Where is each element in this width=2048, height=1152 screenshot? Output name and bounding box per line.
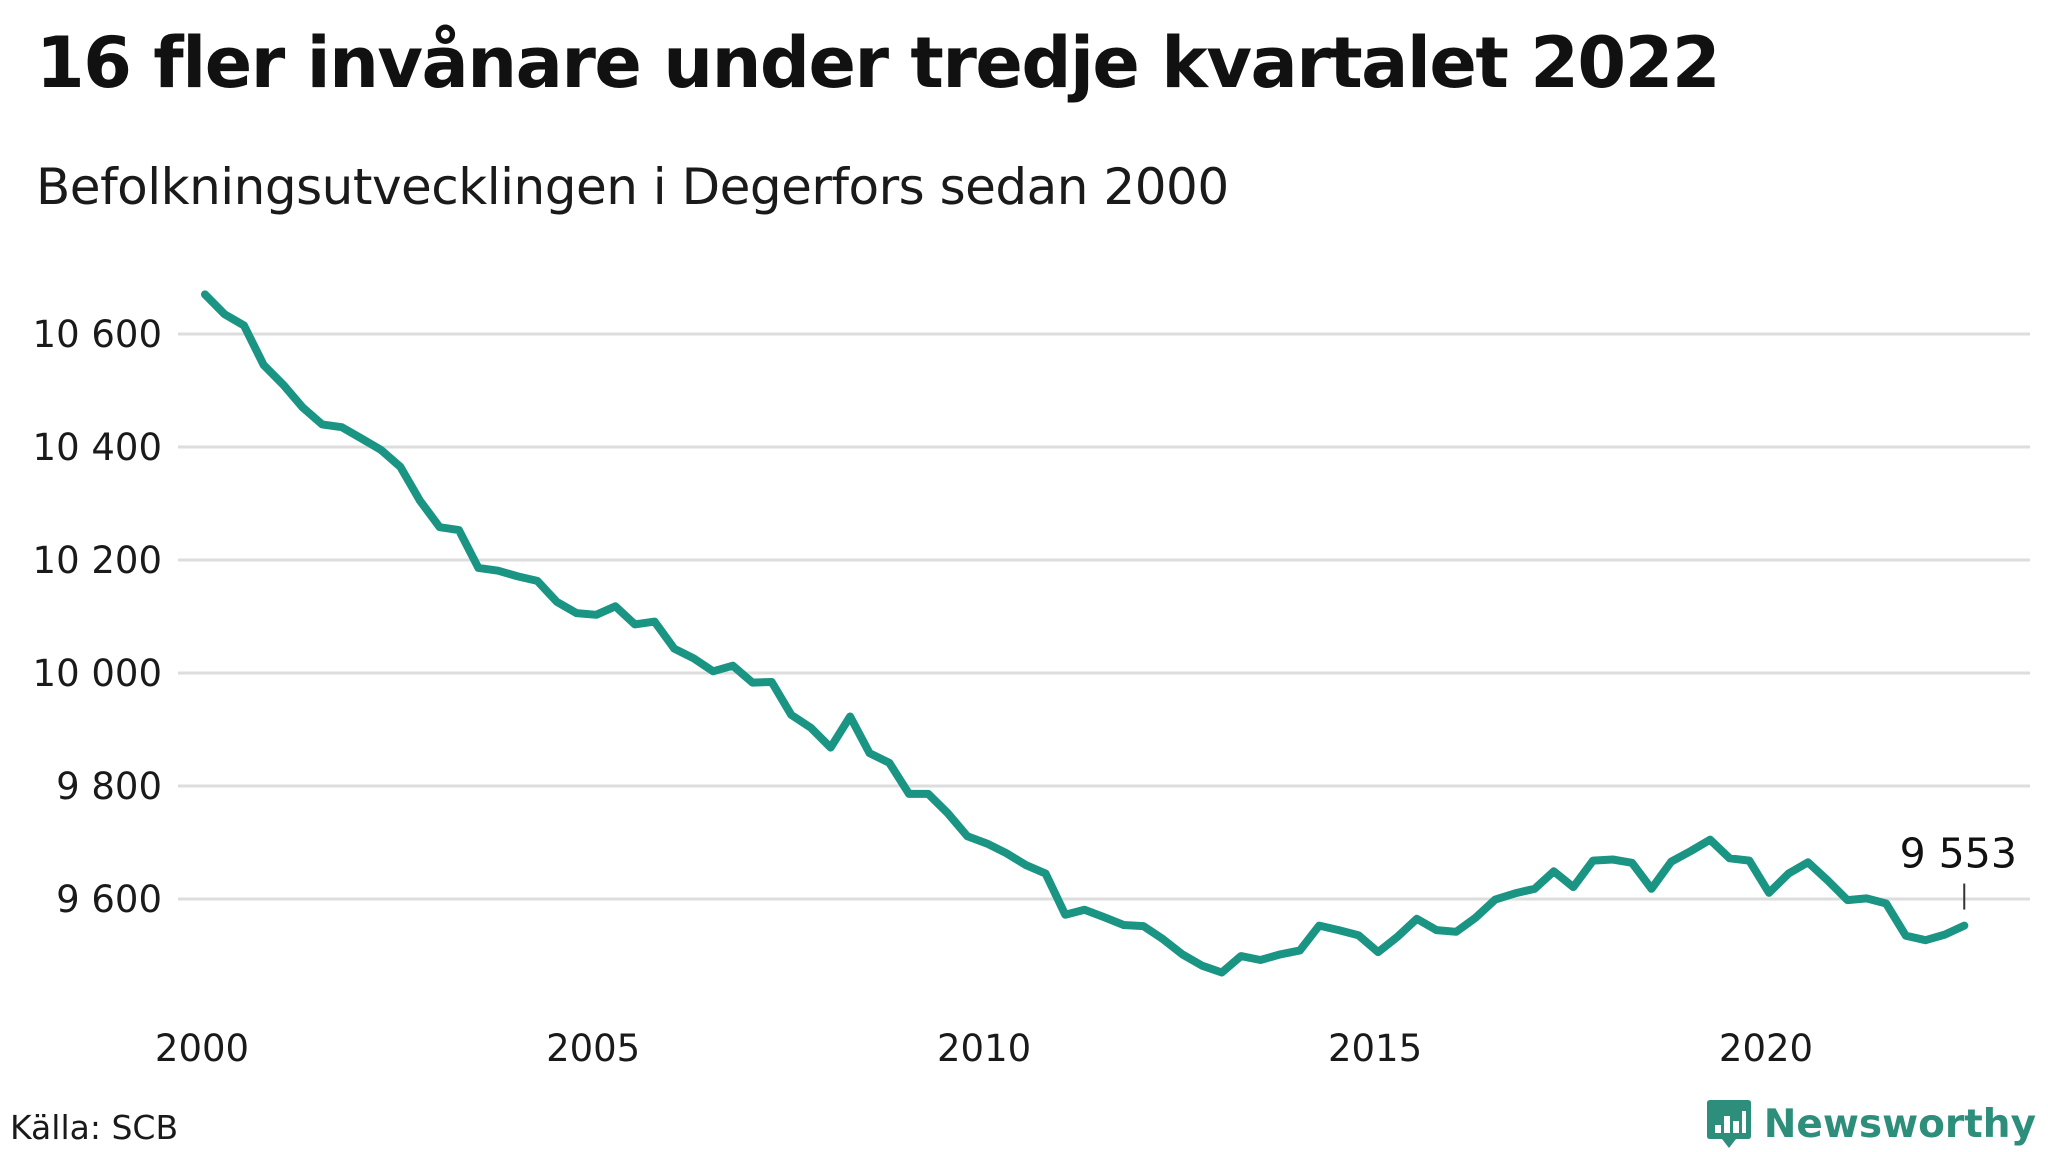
source-note: Källa: SCB: [10, 1108, 179, 1147]
chart-title: 16 fler invånare under tredje kvartalet …: [36, 22, 1721, 104]
x-tick-label: 2005: [546, 1027, 640, 1070]
chart-subtitle: Befolkningsutvecklingen i Degerfors seda…: [36, 158, 1229, 216]
end-value-label: 9 553: [1900, 830, 2017, 878]
grid-lines: [178, 332, 2030, 901]
series-layer: [201, 290, 1969, 977]
bar-chart-badge-icon: [1706, 1100, 1751, 1148]
x-tick-label: 2015: [1328, 1027, 1422, 1070]
brand-name: Newsworthy: [1763, 1101, 2036, 1147]
brand-logo: Newsworthy: [1706, 1098, 2036, 1150]
x-tick-label: 2010: [937, 1027, 1031, 1070]
y-tick-label: 10 200: [33, 539, 162, 582]
end-annotation: 9 553: [1900, 830, 2017, 910]
x-tick-label: 2000: [155, 1027, 249, 1070]
y-tick-label: 9 600: [56, 878, 162, 921]
y-tick-label: 10 400: [33, 426, 162, 469]
x-axis-ticks: 2000 2005 2010 2015 2020: [155, 1027, 1813, 1070]
y-tick-label: 9 800: [56, 765, 162, 808]
x-tick-label: 2020: [1719, 1027, 1813, 1070]
y-tick-label: 10 000: [33, 652, 162, 695]
series-line: [201, 290, 1969, 977]
y-axis-ticks: 9 600 9 800 10 000 10 200 10 400 10 600: [33, 313, 162, 921]
y-tick-label: 10 600: [33, 313, 162, 356]
